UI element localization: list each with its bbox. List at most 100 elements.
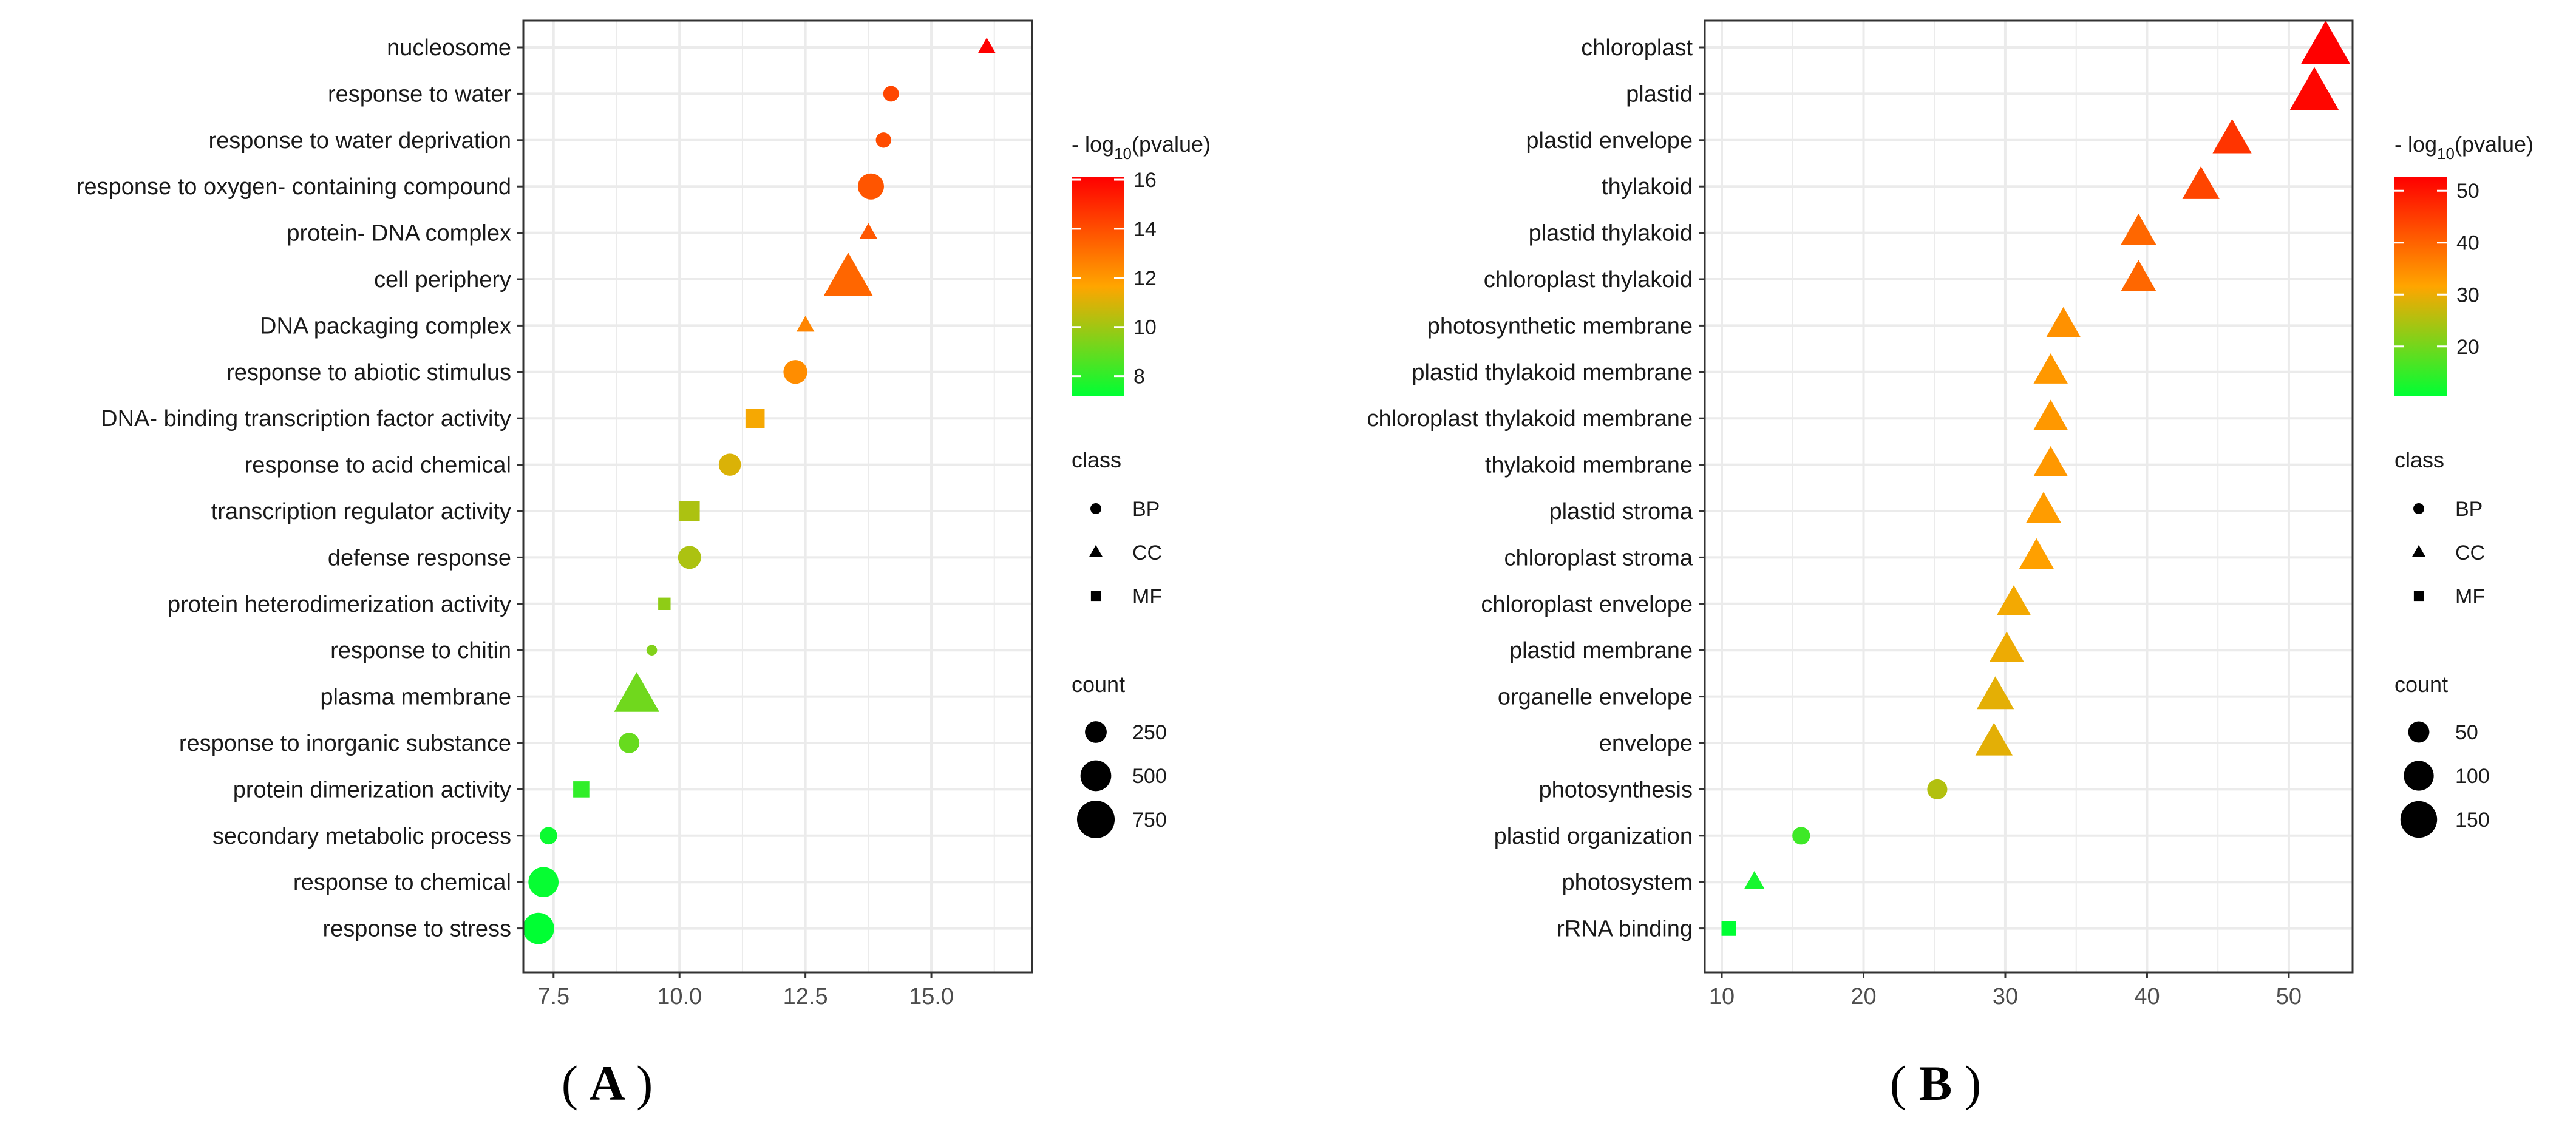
data-point (2289, 67, 2339, 110)
count-legend-label: 50 (2455, 721, 2478, 744)
term-label: transcription regulator activity (211, 499, 511, 524)
count-legend-label: 250 (1132, 721, 1167, 744)
class-legend-label: MF (2455, 585, 2485, 608)
count-legend-label: 100 (2455, 765, 2490, 788)
color-bar-label: 50 (2456, 180, 2479, 203)
data-point (523, 912, 554, 944)
data-point (823, 253, 873, 296)
term-label: photosystem (1562, 870, 1693, 895)
term-label: response to water (328, 81, 511, 107)
term-label: thylakoid membrane (1485, 453, 1693, 478)
data-point (2212, 118, 2252, 154)
data-point (1927, 779, 1948, 799)
panel-a-close-paren: ) (636, 1056, 653, 1111)
color-legend-title: - log10(pvalue) (2394, 132, 2534, 163)
term-label: DNA packaging complex (260, 313, 511, 339)
panel-a-letter: A (589, 1056, 625, 1111)
data-point (2121, 214, 2156, 245)
count-legend-label: 150 (2455, 809, 2490, 832)
data-point (977, 37, 996, 53)
color-bar (2394, 177, 2447, 396)
panel-b-open-paren: ( (1890, 1056, 1906, 1111)
color-bar-label: 40 (2456, 232, 2479, 255)
data-point (2121, 260, 2156, 291)
count-legend-key (2408, 721, 2430, 743)
color-bar-label: 16 (1133, 169, 1157, 192)
term-label: plasma membrane (320, 685, 511, 710)
term-label: rRNA binding (1557, 917, 1693, 942)
data-point (875, 132, 891, 148)
data-point (718, 453, 741, 476)
count-legend-title: count (2394, 672, 2448, 697)
color-bar-label: 12 (1133, 267, 1157, 290)
term-label: response to abiotic stimulus (226, 360, 511, 385)
data-point (678, 546, 701, 569)
data-point (614, 672, 659, 712)
term-label: chloroplast stroma (1504, 545, 1693, 571)
data-point (658, 597, 671, 610)
class-legend-label: MF (1132, 585, 1162, 608)
data-point (2033, 353, 2068, 384)
data-point (2025, 492, 2062, 523)
panel-a-open-paren: ( (562, 1056, 578, 1111)
count-legend-key (2404, 761, 2434, 791)
plot-border (522, 19, 1033, 974)
color-bar-label: 10 (1133, 316, 1157, 339)
class-legend-label: CC (1132, 541, 1162, 564)
term-label: plastid (1626, 81, 1693, 107)
data-point (783, 360, 807, 384)
data-point (2033, 446, 2068, 476)
data-point (1792, 827, 1810, 845)
data-point (796, 316, 815, 332)
class-legend-key (1089, 544, 1103, 557)
count-legend-label: 500 (1132, 765, 1167, 788)
x-tick-label: 15.0 (909, 984, 954, 1009)
color-bar (1072, 177, 1124, 396)
class-legend-key (1090, 591, 1101, 602)
x-tick-label: 50 (2276, 984, 2302, 1009)
data-point (619, 733, 640, 753)
data-point (1990, 631, 2024, 662)
term-label: plastid thylakoid membrane (1412, 360, 1693, 385)
term-label: envelope (1599, 731, 1693, 756)
term-label: DNA- binding transcription factor activi… (101, 406, 511, 432)
term-label: protein heterodimerization activity (168, 592, 511, 617)
class-legend-label: CC (2455, 541, 2485, 564)
class-legend-key (2411, 544, 2426, 557)
data-point (883, 86, 899, 102)
data-point (2301, 20, 2351, 64)
term-label: plastid stroma (1549, 499, 1693, 524)
data-point (2019, 538, 2054, 569)
count-legend-key (1080, 760, 1112, 792)
term-label: response to inorganic substance (179, 731, 511, 756)
term-label: cell periphery (374, 267, 511, 293)
data-point (745, 409, 765, 429)
x-tick-label: 30 (1993, 984, 2018, 1009)
x-tick-label: 7.5 (537, 984, 569, 1009)
class-legend-title: class (2394, 447, 2444, 472)
count-legend-label: 750 (1132, 809, 1167, 832)
term-label: response to chemical (293, 870, 511, 895)
term-label: protein- DNA complex (287, 221, 511, 246)
term-label: photosynthesis (1539, 777, 1693, 802)
color-bar-label: 20 (2456, 336, 2479, 359)
term-label: response to oxygen- containing compound (76, 174, 511, 200)
count-legend-title: count (1072, 672, 1125, 697)
term-label: response to chitin (330, 638, 511, 663)
plot-area (523, 21, 1032, 972)
term-label: response to stress (323, 917, 511, 942)
term-label: chloroplast thylakoid membrane (1367, 406, 1693, 432)
class-legend-key (2413, 503, 2424, 514)
data-point (859, 223, 878, 239)
class-legend-title: class (1072, 447, 1121, 472)
data-point (1721, 921, 1736, 936)
x-tick-label: 10 (1709, 984, 1735, 1009)
class-legend-key (1090, 503, 1101, 514)
term-label: plastid membrane (1509, 638, 1693, 663)
x-tick-label: 40 (2134, 984, 2160, 1009)
class-legend-key (2413, 591, 2424, 602)
panel-b-letter: B (1919, 1056, 1952, 1111)
term-label: plastid envelope (1526, 128, 1693, 154)
term-label: photosynthetic membrane (1427, 313, 1693, 339)
term-label: secondary metabolic process (212, 824, 511, 849)
